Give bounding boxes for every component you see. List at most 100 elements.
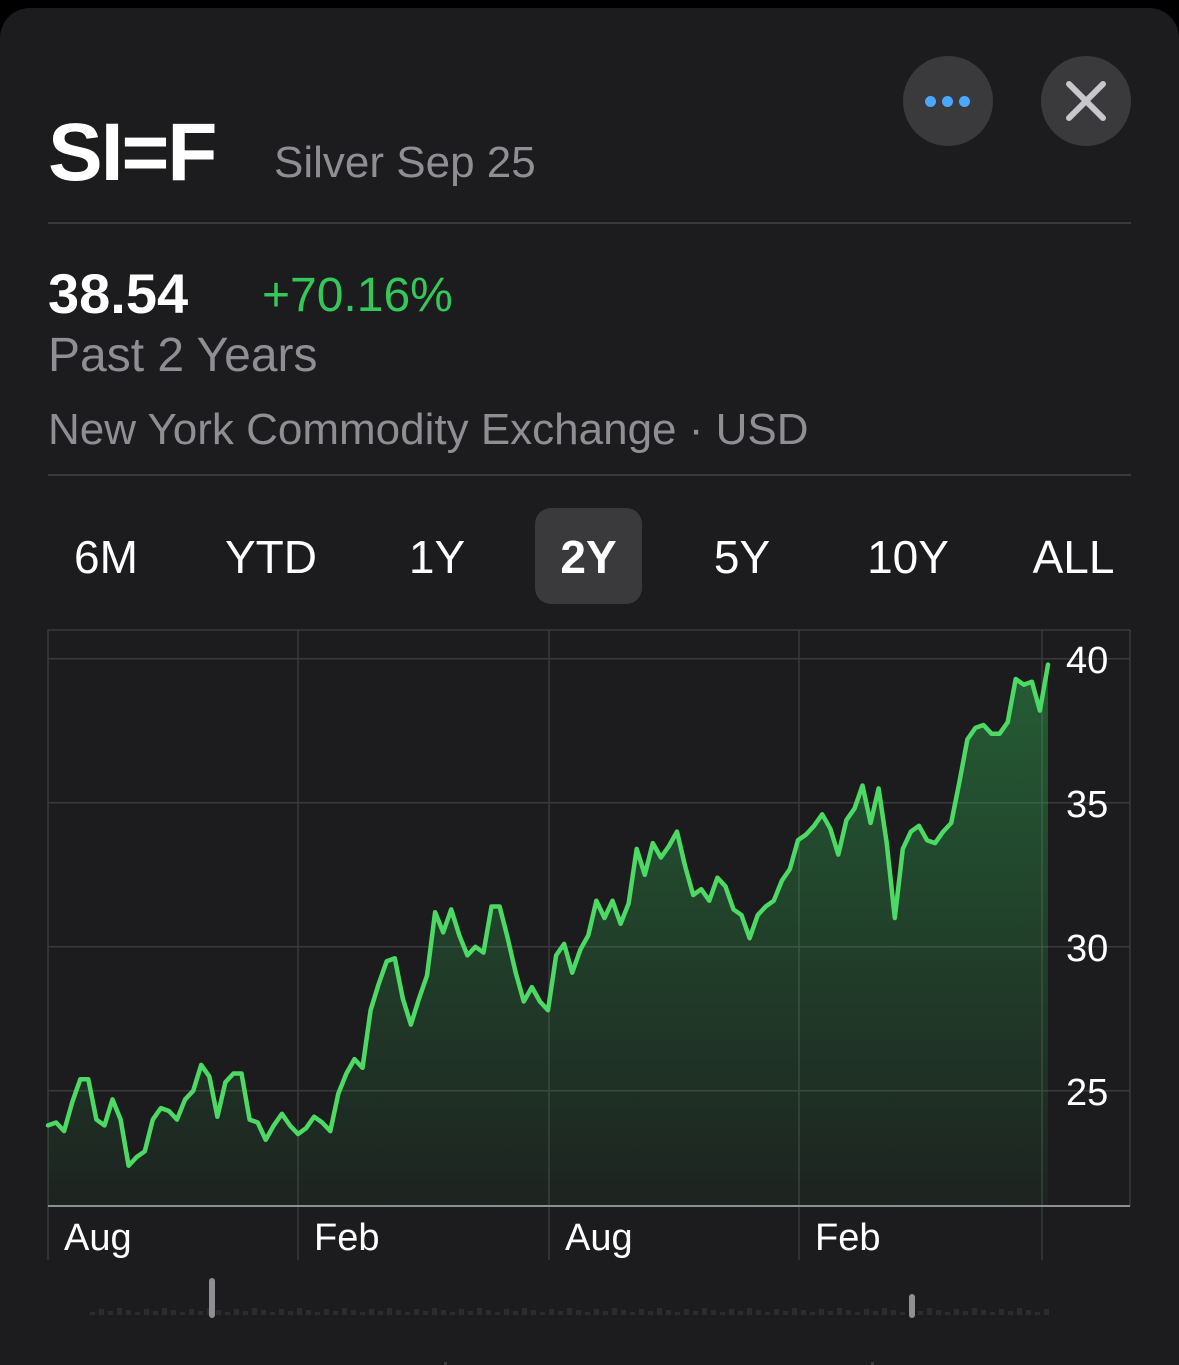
x-tick-label: Feb: [314, 1217, 379, 1259]
tab-5y[interactable]: 5Y: [713, 531, 771, 583]
volume-bar: [297, 1308, 302, 1315]
volume-bar: [369, 1309, 374, 1315]
volume-bar: [720, 1312, 725, 1315]
volume-bar: [1035, 1312, 1040, 1315]
volume-bar: [864, 1309, 869, 1315]
volume-bar: [342, 1308, 347, 1315]
ellipsis-icon: [925, 96, 971, 108]
volume-bar: [387, 1308, 392, 1315]
volume-bar: [765, 1312, 770, 1315]
volume-scrubber[interactable]: [0, 1268, 1179, 1365]
volume-bar: [873, 1311, 878, 1315]
scrubber-right-handle[interactable]: [909, 1294, 915, 1318]
volume-bar: [702, 1308, 707, 1315]
volume-bar: [495, 1312, 500, 1315]
volume-bar: [603, 1311, 608, 1315]
volume-bar: [279, 1309, 284, 1315]
volume-bar: [621, 1310, 626, 1315]
volume-bar: [360, 1312, 365, 1315]
volume-bar: [729, 1309, 734, 1315]
volume-bar: [459, 1309, 464, 1315]
volume-bar: [711, 1310, 716, 1315]
volume-bar: [441, 1310, 446, 1315]
volume-bar: [396, 1310, 401, 1315]
volume-bar: [792, 1308, 797, 1315]
volume-bar: [684, 1309, 689, 1315]
volume-bar: [225, 1312, 230, 1315]
volume-bar: [666, 1310, 671, 1315]
volume-bar: [234, 1309, 239, 1315]
volume-bar: [846, 1310, 851, 1315]
x-tick-label: Feb: [815, 1217, 880, 1259]
tab-10y[interactable]: 10Y: [867, 531, 949, 583]
volume-bar: [891, 1310, 896, 1315]
tab-1y[interactable]: 1Y: [408, 531, 466, 583]
volume-bar: [216, 1310, 221, 1315]
volume-bar: [981, 1310, 986, 1315]
volume-bar: [1044, 1309, 1049, 1315]
volume-bar: [351, 1310, 356, 1315]
volume-bar: [594, 1309, 599, 1315]
volume-bar: [531, 1310, 536, 1315]
volume-bar: [936, 1310, 941, 1315]
volume-bar: [540, 1312, 545, 1315]
header-divider: [48, 222, 1131, 224]
volume-bar: [126, 1310, 131, 1315]
range-tabs: 6M YTD 1Y 2Y 5Y 10Y ALL: [48, 508, 1131, 604]
current-price: 38.54: [48, 262, 189, 325]
y-tick-label: 25: [1066, 1072, 1108, 1114]
volume-bar: [828, 1311, 833, 1315]
volume-bar: [171, 1310, 176, 1315]
scrubber-tick: [871, 1362, 874, 1365]
price-line: [45, 662, 1051, 1168]
ticker-symbol: SI=F: [48, 107, 217, 198]
volume-bar: [675, 1312, 680, 1315]
more-options-button[interactable]: [903, 56, 993, 146]
tab-2y[interactable]: 2Y: [535, 508, 642, 604]
percent-change: +70.16%: [262, 269, 453, 322]
volume-bar: [450, 1312, 455, 1315]
volume-bar: [549, 1309, 554, 1315]
tab-all[interactable]: ALL: [1032, 531, 1115, 583]
quote-divider: [48, 474, 1131, 476]
volume-bar: [927, 1308, 932, 1315]
scrubber-tick: [444, 1362, 447, 1365]
volume-bar: [693, 1311, 698, 1315]
volume-bar: [810, 1312, 815, 1315]
volume-bar: [423, 1311, 428, 1315]
volume-bar: [99, 1309, 104, 1315]
volume-bar: [774, 1309, 779, 1315]
volume-bar: [648, 1311, 653, 1315]
volume-bar: [144, 1309, 149, 1315]
volume-bar: [612, 1308, 617, 1315]
volume-bar: [189, 1309, 194, 1315]
volume-bar: [1008, 1311, 1013, 1315]
price-chart[interactable]: 40 35 30 25 Aug Feb Aug Feb: [0, 620, 1179, 1320]
volume-bar: [963, 1311, 968, 1315]
y-tick-label: 40: [1066, 640, 1108, 682]
volume-bar: [333, 1311, 338, 1315]
volume-bar: [252, 1308, 257, 1315]
volume-bar: [288, 1311, 293, 1315]
volume-bar: [198, 1311, 203, 1315]
tab-ytd[interactable]: YTD: [225, 531, 317, 583]
volume-bar: [135, 1312, 140, 1315]
volume-bar: [783, 1311, 788, 1315]
volume-bar: [432, 1308, 437, 1315]
volume-bar: [315, 1312, 320, 1315]
volume-bar: [486, 1310, 491, 1315]
close-button[interactable]: [1041, 56, 1131, 146]
volume-bar: [405, 1312, 410, 1315]
quote-sheet: SI=F Silver Sep 25 38.54 +70.16% Past 2 …: [0, 8, 1179, 1365]
volume-bar: [477, 1308, 482, 1315]
volume-bar: [1017, 1308, 1022, 1315]
volume-bar: [504, 1309, 509, 1315]
volume-bar: [657, 1308, 662, 1315]
exchange-label: New York Commodity Exchange · USD: [48, 405, 809, 454]
volume-bar: [945, 1312, 950, 1315]
volume-bar: [567, 1308, 572, 1315]
volume-bar: [837, 1308, 842, 1315]
tab-6m[interactable]: 6M: [74, 531, 138, 583]
volume-bar: [90, 1312, 95, 1315]
scrubber-left-handle[interactable]: [209, 1278, 215, 1318]
